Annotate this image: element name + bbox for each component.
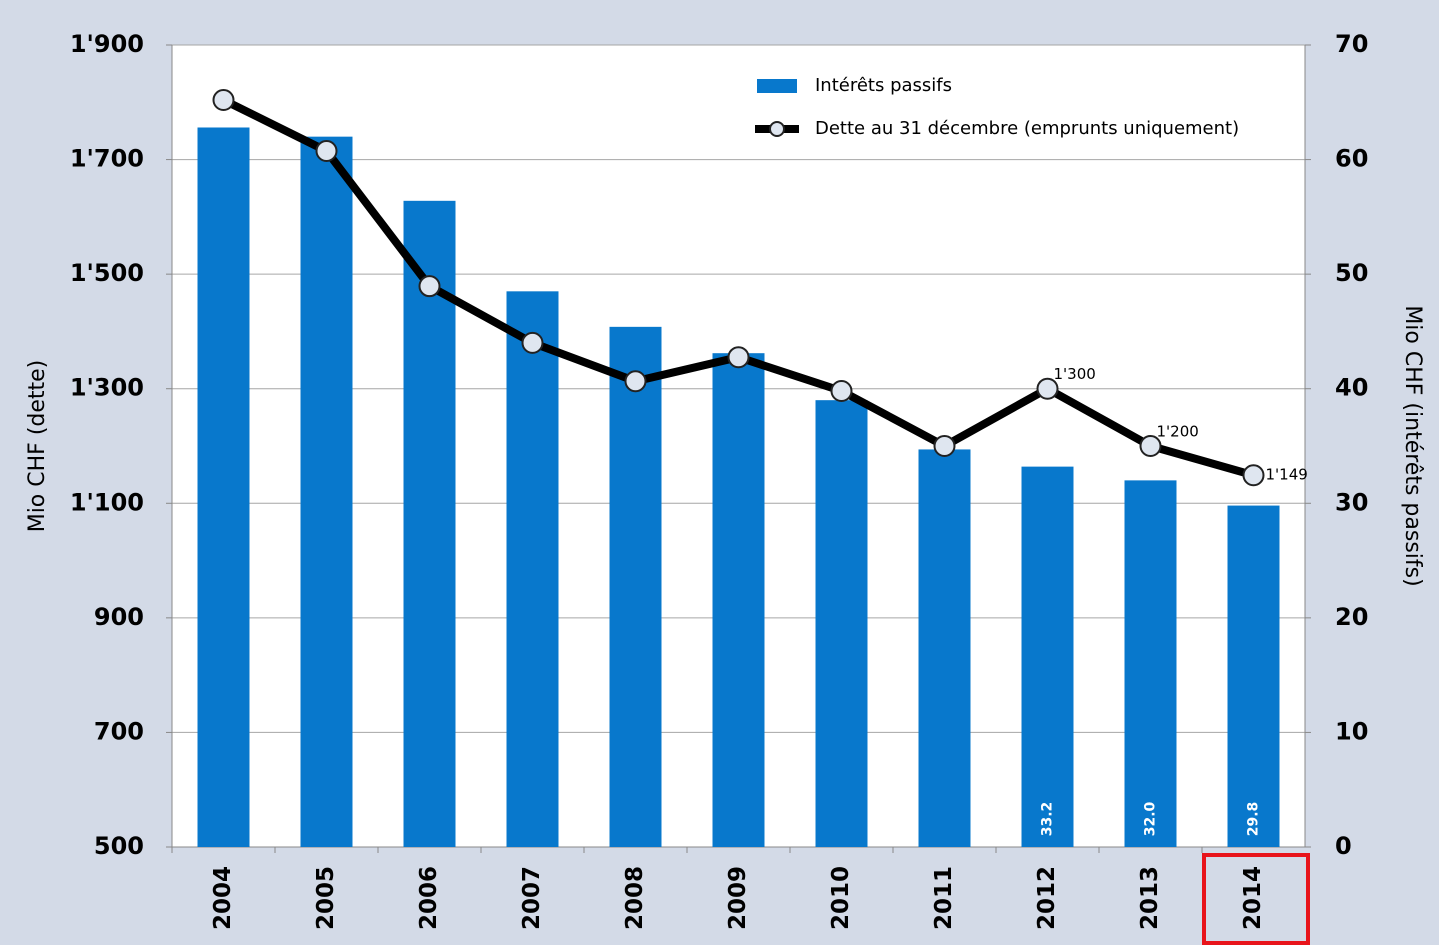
- y-tick-label: 1'100: [70, 488, 144, 516]
- bar: [815, 400, 868, 847]
- line-marker: [1242, 464, 1265, 487]
- x-tick-label: 2013: [1137, 866, 1163, 930]
- line-label: 1'300: [1054, 365, 1096, 383]
- bar: [712, 353, 765, 847]
- line-marker: [933, 435, 956, 457]
- y2-tick-label: 70: [1335, 30, 1368, 58]
- bar: [918, 449, 971, 847]
- line-label: 1'200: [1157, 423, 1199, 441]
- bar-label: 33.2: [1040, 802, 1056, 837]
- x-tick-label: 2005: [313, 866, 339, 930]
- bar: [1124, 480, 1177, 847]
- x-tick-label: 2014: [1240, 866, 1266, 930]
- legend-swatch: [757, 79, 797, 93]
- y2-axis-title: Mio CHF (intérêts passifs): [1400, 305, 1425, 586]
- y-tick-label: 1'500: [70, 259, 144, 287]
- x-tick-label: 2006: [416, 866, 442, 930]
- bar: [300, 136, 353, 847]
- x-tick-label: 2004: [210, 866, 236, 930]
- x-tick-label: 2009: [725, 866, 751, 930]
- y-tick-label: 900: [94, 603, 144, 631]
- line-marker: [418, 275, 441, 298]
- y2-tick-label: 30: [1335, 488, 1368, 516]
- y-tick-label: 1'300: [70, 374, 144, 402]
- y-tick-label: 700: [94, 717, 144, 745]
- line-marker: [315, 139, 338, 162]
- line-marker: [1036, 377, 1059, 400]
- highlight-box: [1202, 853, 1310, 945]
- legend-label: Dette au 31 décembre (emprunts uniquemen…: [815, 118, 1239, 139]
- legend-marker: [769, 121, 785, 137]
- bar-label: 29.8: [1246, 802, 1262, 837]
- x-tick-label: 2011: [931, 866, 957, 930]
- y2-tick-label: 20: [1335, 603, 1368, 631]
- y2-tick-label: 10: [1335, 717, 1368, 745]
- line-marker: [212, 88, 235, 111]
- line-marker: [521, 331, 544, 354]
- x-tick-label: 2007: [519, 866, 545, 930]
- y-tick-label: 1'900: [70, 30, 144, 58]
- line-label: 1'149: [1266, 466, 1308, 484]
- line-marker: [830, 380, 853, 403]
- y2-tick-label: 40: [1335, 374, 1368, 402]
- bar: [1227, 505, 1280, 847]
- legend-label: Intérêts passifs: [815, 75, 952, 96]
- x-tick-label: 2008: [622, 866, 648, 930]
- bar: [609, 326, 662, 847]
- line-marker: [727, 346, 750, 369]
- y2-tick-label: 0: [1335, 832, 1352, 860]
- x-tick-label: 2010: [828, 866, 854, 930]
- bar: [506, 291, 559, 847]
- bar: [1021, 466, 1074, 847]
- y2-tick-label: 60: [1335, 145, 1368, 173]
- line-marker: [624, 370, 647, 393]
- y2-tick-label: 50: [1335, 259, 1368, 287]
- bar-label: 32.0: [1143, 801, 1159, 836]
- bar: [403, 200, 456, 847]
- bar: [197, 127, 250, 847]
- line-marker: [1139, 435, 1162, 457]
- y-tick-label: 500: [94, 832, 144, 860]
- y-axis-title: Mio CHF (dette): [25, 360, 50, 533]
- x-tick-label: 2012: [1034, 866, 1060, 930]
- y-tick-label: 1'700: [70, 145, 144, 173]
